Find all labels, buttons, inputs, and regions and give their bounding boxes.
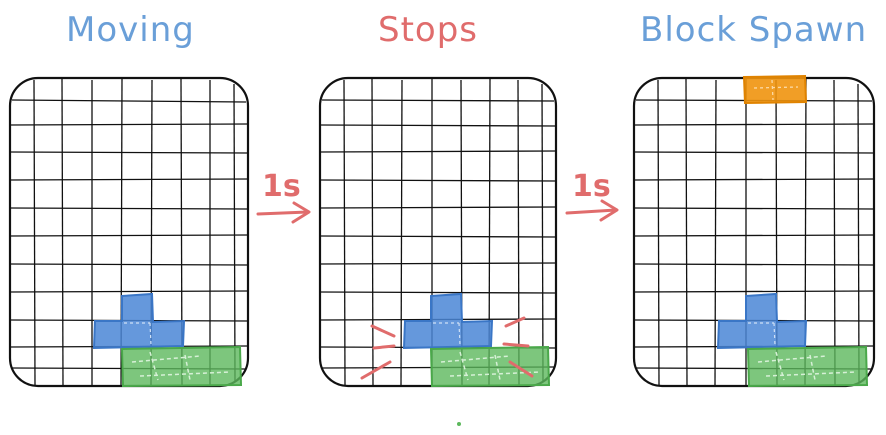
grid-panel-block-spawn [632, 74, 876, 388]
arrow-head-icon [599, 199, 619, 222]
panel-title-block-spawn: Block Spawn [640, 10, 868, 50]
green-block [120, 345, 243, 388]
panel-title-stops: Stops [378, 10, 479, 50]
transition-label-2: 1s [572, 169, 611, 204]
impact-marks [360, 316, 534, 380]
panel-title-moving: Moving [66, 10, 195, 50]
transition-arrow-1: 1s [256, 169, 311, 224]
blue-t-block [92, 292, 186, 350]
arrow-head-icon [291, 201, 311, 224]
orange-spawned-block [742, 74, 808, 105]
transition-arrow-2: 1s [565, 169, 619, 222]
blue-t-block [716, 292, 808, 350]
green-block [429, 345, 551, 388]
grid-panel-moving [8, 76, 250, 388]
green-block [746, 345, 869, 388]
transition-label-1: 1s [262, 169, 301, 204]
blue-t-block [402, 292, 494, 350]
stray-dot [457, 422, 461, 426]
grid-panel-stops [318, 76, 558, 388]
